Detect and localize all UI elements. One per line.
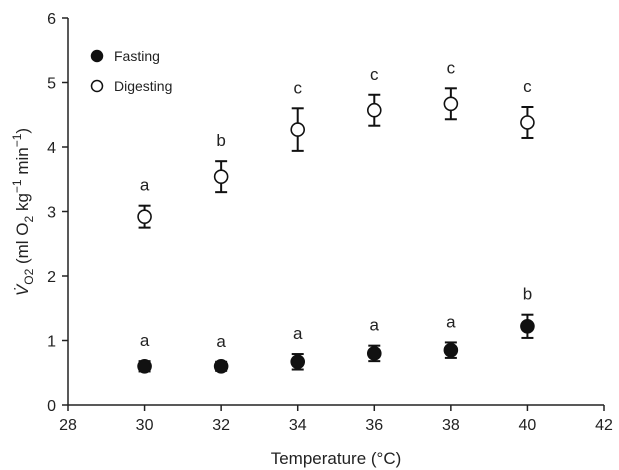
legend-label-fasting: Fasting (114, 48, 160, 64)
y-tick-label: 5 (47, 76, 56, 93)
fasting-point (366, 346, 382, 361)
y-tick-label: 4 (47, 140, 56, 157)
fasting-significance-letter: a (370, 316, 380, 335)
x-tick-label: 30 (136, 417, 154, 434)
x-axis-title: Temperature (°C) (271, 449, 402, 468)
x-tick-label: 36 (365, 417, 383, 434)
legend-marker-digesting (90, 79, 104, 93)
y-tick-label: 6 (47, 11, 56, 28)
legend-label-digesting: Digesting (114, 78, 172, 94)
fasting-significance-letter: a (446, 312, 456, 331)
fasting-point (213, 358, 229, 374)
fasting-significance-letter: b (523, 285, 532, 304)
fasting-significance-letter: a (293, 324, 303, 343)
y-axis-title-v-sub: O2 (22, 268, 36, 284)
fasting-significance-letter: a (216, 332, 226, 351)
fasting-point (290, 354, 306, 370)
y-axis-title-kg-sup: −1 (10, 179, 24, 193)
y-axis-title-open: (ml O (13, 222, 32, 268)
digesting-point (137, 209, 152, 224)
y-axis-title-min: min (13, 147, 32, 179)
digesting-significance-letter: a (140, 176, 150, 195)
y-axis-title-kg: kg (13, 193, 32, 216)
y-axis-title-o2-sub: 2 (22, 215, 36, 222)
fasting-point (137, 358, 152, 374)
digesting-significance-letter: b (216, 131, 225, 150)
digesting-point (366, 102, 382, 118)
x-tick-label: 32 (212, 417, 230, 434)
digesting-significance-letter: c (447, 58, 456, 77)
fasting-point (520, 319, 535, 334)
digesting-significance-letter: c (523, 77, 532, 96)
y-axis-title: V̇O2 (ml O2 kg−1 min−1) (10, 128, 36, 296)
fasting-point (443, 342, 459, 358)
y-axis-title-v: V̇ (13, 283, 32, 296)
x-ticks: 28 30 32 34 36 38 40 42 (59, 405, 613, 434)
y-ticks: 0 1 2 3 4 5 6 (47, 11, 68, 415)
digesting-significance-letter: c (370, 65, 379, 84)
digesting-point (443, 96, 459, 112)
y-axis-title-close: ) (13, 128, 32, 134)
x-tick-label: 42 (595, 417, 613, 434)
x-tick-label: 34 (289, 417, 307, 434)
digesting-significance-letter: c (293, 78, 302, 97)
y-tick-label: 0 (47, 398, 56, 415)
x-tick-label: 40 (519, 417, 537, 434)
y-tick-label: 1 (47, 334, 56, 351)
y-axis-title-min-sup: −1 (10, 133, 24, 147)
x-tick-label: 38 (442, 417, 460, 434)
digesting-point (290, 122, 306, 137)
x-tick-label: 28 (59, 417, 77, 434)
data-layer: a a a a a b a b c c c c (137, 58, 535, 374)
digesting-point (213, 169, 229, 184)
legend-marker-fasting (90, 49, 104, 63)
digesting-point (520, 115, 535, 130)
legend: Fasting Digesting (90, 48, 172, 94)
y-tick-label: 2 (47, 269, 56, 286)
fasting-significance-letter: a (140, 331, 150, 350)
y-tick-label: 3 (47, 205, 56, 222)
